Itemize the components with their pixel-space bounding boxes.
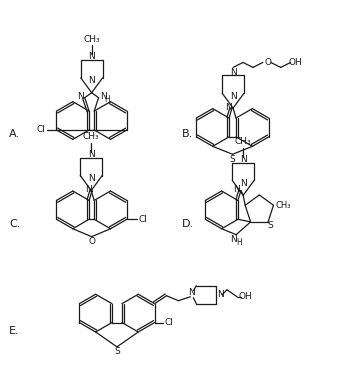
- Text: S: S: [267, 222, 273, 230]
- Text: OH: OH: [289, 58, 302, 67]
- Text: N: N: [188, 288, 195, 297]
- Text: B.: B.: [182, 129, 193, 139]
- Text: Cl: Cl: [138, 215, 147, 224]
- Text: O: O: [88, 237, 95, 246]
- Text: N: N: [88, 76, 95, 85]
- Text: D.: D.: [182, 219, 194, 229]
- Text: N: N: [230, 235, 237, 244]
- Text: A.: A.: [9, 129, 20, 139]
- Text: N: N: [77, 92, 84, 101]
- Text: N: N: [230, 68, 237, 77]
- Text: N: N: [230, 92, 237, 101]
- Text: Cl: Cl: [164, 318, 173, 327]
- Text: N: N: [100, 92, 107, 101]
- Text: N: N: [217, 290, 223, 299]
- Text: N: N: [85, 185, 91, 194]
- Text: N: N: [88, 150, 94, 159]
- Text: CH₃: CH₃: [83, 35, 100, 44]
- Text: O: O: [264, 58, 271, 67]
- Text: CH₃: CH₃: [276, 201, 291, 210]
- Text: H: H: [105, 95, 110, 104]
- Text: C.: C.: [9, 219, 21, 229]
- Text: E.: E.: [9, 326, 20, 336]
- Text: S: S: [230, 155, 236, 164]
- Text: N: N: [225, 103, 231, 112]
- Text: S: S: [114, 347, 120, 356]
- Text: CH₃: CH₃: [83, 133, 99, 141]
- Text: N: N: [240, 155, 246, 164]
- Text: Cl: Cl: [36, 125, 45, 134]
- Text: OH: OH: [238, 292, 252, 301]
- Text: H: H: [236, 238, 242, 247]
- Text: N: N: [88, 174, 94, 183]
- Text: N: N: [88, 52, 95, 62]
- Text: N: N: [240, 179, 246, 188]
- Text: CH₃: CH₃: [235, 137, 252, 146]
- Text: N: N: [233, 185, 240, 194]
